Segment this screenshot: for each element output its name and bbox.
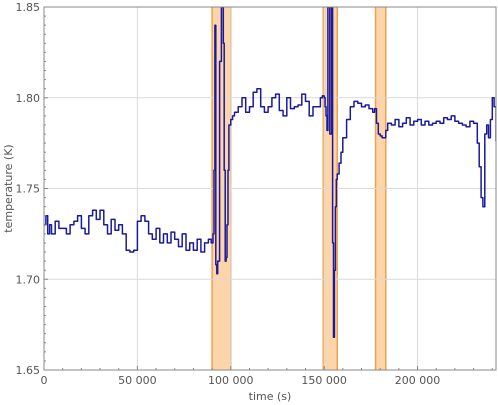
series-line-1 [44, 7, 496, 339]
x-tick-label-2: 100 000 [208, 374, 254, 387]
x-axis-ticks: 0 50 000 100 000 150 000 200 000 [41, 366, 493, 387]
y-tick-label-0: 1.65 [16, 364, 41, 377]
x-tick-label-0: 0 [41, 374, 48, 387]
y-tick-label-4: 1.85 [16, 1, 41, 14]
x-tick-label-3: 150 000 [301, 374, 347, 387]
y-axis-title: temperature (K) [2, 144, 15, 232]
x-axis-title: time (s) [249, 390, 292, 403]
grid-lines [44, 7, 496, 370]
y-tick-label-3: 1.80 [16, 92, 41, 105]
y-tick-label-1: 1.70 [16, 273, 41, 286]
x-tick-label-4: 200 000 [395, 374, 441, 387]
y-axis-ticks: 1.65 1.70 1.75 1.80 1.85 [16, 1, 48, 377]
y-tick-label-2: 1.75 [16, 183, 41, 196]
x-tick-label-1: 50 000 [118, 374, 157, 387]
data-series [44, 7, 496, 339]
